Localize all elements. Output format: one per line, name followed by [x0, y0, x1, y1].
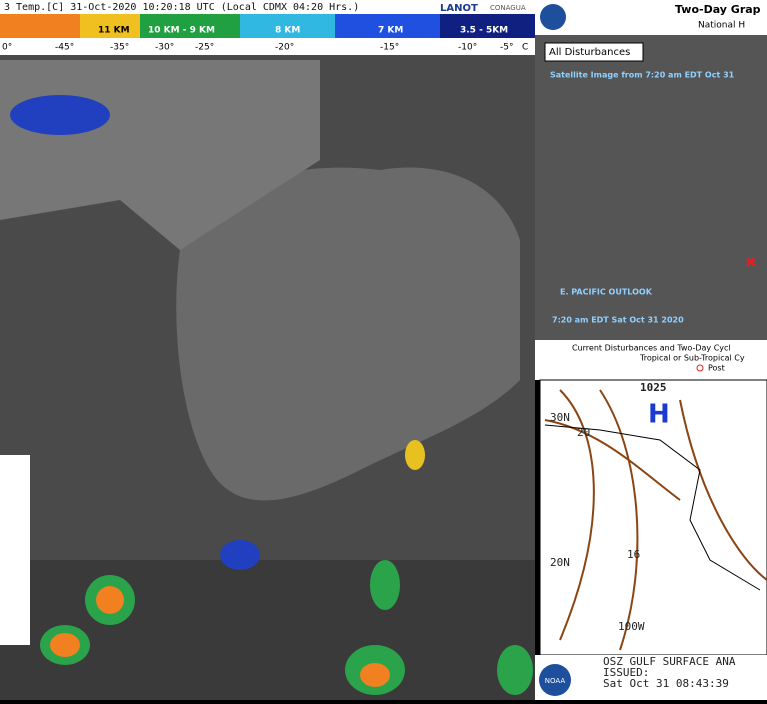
- caption-area: [535, 340, 767, 380]
- map-label: 20: [577, 426, 590, 439]
- scale-segment: [80, 14, 140, 38]
- storm-cell: [405, 440, 425, 470]
- temperature-label: -5°: [500, 43, 513, 53]
- map-label: 16: [627, 548, 640, 561]
- temperature-label: -20°: [275, 43, 294, 53]
- temperature-scale: 0° -45° -35° -30° -25° -20° -15° -10° -5° C: [2, 43, 528, 53]
- isobar: [544, 389, 767, 651]
- header-bar: [0, 0, 535, 14]
- scale-label: 10 KM - 9 KM: [148, 26, 215, 36]
- footer: [535, 655, 767, 700]
- legend-icon: [696, 364, 704, 372]
- pacific-region: [0, 560, 535, 700]
- scale-segment: [335, 14, 440, 38]
- scale-label: 7 KM: [378, 26, 403, 36]
- logo: CONAGUA: [490, 4, 526, 12]
- storm-cell: [50, 633, 80, 657]
- storm-cell: [360, 663, 390, 687]
- noaa-logo: [540, 4, 566, 30]
- footer-text: Sat Oct 31 08:43:39: [603, 677, 729, 690]
- storm-cell: [497, 645, 533, 695]
- coastline: [544, 424, 761, 591]
- header-text: 3 Temp.[C] 31-Oct-2020 10:20:18 UTC (Loc…: [4, 2, 359, 13]
- gulf-region: [176, 167, 520, 501]
- map-label: 100W: [618, 620, 645, 633]
- storm-cell: [96, 586, 124, 614]
- logo-label: NOAA: [545, 677, 566, 685]
- temperature-row: [0, 38, 535, 55]
- tab[interactable]: [544, 42, 644, 62]
- outlook-image: [535, 35, 767, 340]
- disturbance-marker: ✖: [745, 255, 757, 271]
- tab-label: All Disturbances: [549, 47, 630, 58]
- temperature-label: -15°: [380, 43, 399, 53]
- noaa-logo: [539, 664, 571, 696]
- map-label: 30N: [550, 411, 570, 424]
- temperature-label: -30°: [155, 43, 174, 53]
- region-label: E. PACIFIC OUTLOOK: [560, 288, 653, 297]
- scale-segment: [440, 14, 535, 38]
- scale-label: 8 KM: [275, 26, 300, 36]
- footer-text: OSZ GULF SURFACE ANA: [603, 655, 736, 668]
- caption: Current Disturbances and Two-Day Cycl: [572, 344, 731, 353]
- temperature-label: C: [522, 43, 528, 53]
- storm-cell: [10, 95, 110, 135]
- temperature-label: -45°: [55, 43, 74, 53]
- temperature-label: -35°: [110, 43, 129, 53]
- storm-cell: [370, 560, 400, 610]
- temperature-label: 0°: [2, 43, 12, 53]
- high-pressure: H: [648, 400, 670, 430]
- title: Two-Day Grap: [675, 3, 761, 16]
- image-note: Satellite Image from 7:20 am EDT Oct 31: [550, 71, 735, 80]
- time-label: 7:20 am EDT Sat Oct 31 2020: [552, 316, 684, 325]
- map-label: 20N: [550, 556, 570, 569]
- scale-segment: [240, 14, 335, 38]
- scale-label: 11 KM: [98, 26, 130, 36]
- legend: Post: [708, 364, 725, 373]
- footer-text: ISSUED:: [603, 666, 649, 679]
- map-label: 1025: [640, 381, 667, 394]
- subtitle: National H: [698, 21, 745, 31]
- logo: LANOT: [440, 3, 478, 14]
- caption: Tropical or Sub-Tropical Cy: [639, 354, 745, 363]
- nhc-header: [535, 0, 767, 35]
- inset-map: [0, 455, 30, 645]
- scale-segment: [0, 14, 80, 38]
- temperature-label: -25°: [195, 43, 214, 53]
- scale-label: 3.5 - 5KM: [460, 26, 508, 36]
- surface-map: [539, 379, 767, 656]
- temperature-label: -10°: [458, 43, 477, 53]
- scale-segment: [140, 14, 240, 38]
- storm-cell: [220, 540, 260, 570]
